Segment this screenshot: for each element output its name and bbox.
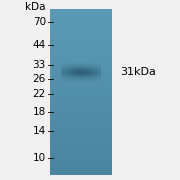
Text: 10: 10 — [33, 153, 46, 163]
Text: 31kDa: 31kDa — [121, 67, 156, 77]
Text: 22: 22 — [33, 89, 46, 99]
Text: 70: 70 — [33, 17, 46, 27]
Text: 18: 18 — [33, 107, 46, 117]
Text: 26: 26 — [33, 74, 46, 84]
Text: 44: 44 — [33, 40, 46, 50]
Text: 33: 33 — [33, 60, 46, 70]
Text: kDa: kDa — [25, 2, 46, 12]
Text: 14: 14 — [33, 126, 46, 136]
